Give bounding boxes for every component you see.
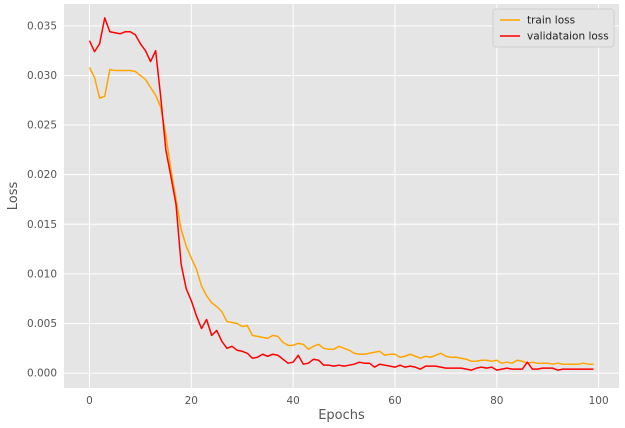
y-tick-label: 0.005: [27, 318, 57, 330]
y-tick-label: 0.010: [27, 268, 57, 280]
x-tick-label: 60: [388, 395, 401, 407]
y-tick-label: 0.000: [27, 368, 57, 380]
y-tick-label: 0.025: [27, 120, 57, 132]
x-tick-label: 40: [286, 395, 299, 407]
series-line-0: [88, 67, 594, 365]
x-tick-label: 100: [589, 395, 609, 407]
plot-area: [64, 4, 619, 388]
series-lines: [88, 17, 594, 371]
series-line-1: [88, 17, 594, 371]
x-tick-label: 80: [490, 395, 503, 407]
x-tick-label: 20: [185, 395, 198, 407]
legend-label-train-loss: train loss: [527, 15, 575, 27]
tick-labels: 0 20 40 60 80 100 0.000 0.005 0.010 0.015 0.020 0.0…: [27, 20, 609, 407]
y-tick-label: 0.020: [27, 169, 57, 181]
y-tick-label: 0.035: [27, 20, 57, 32]
legend: train loss validataion loss: [492, 8, 615, 48]
legend-label-validation-loss: validataion loss: [527, 31, 609, 43]
y-tick-label: 0.030: [27, 70, 57, 82]
y-axis-label: Loss: [6, 182, 21, 211]
y-tick-label: 0.015: [27, 219, 57, 231]
x-axis-label: Epochs: [318, 408, 365, 423]
legend-box: [492, 8, 615, 48]
x-tick-label: 0: [86, 395, 93, 407]
